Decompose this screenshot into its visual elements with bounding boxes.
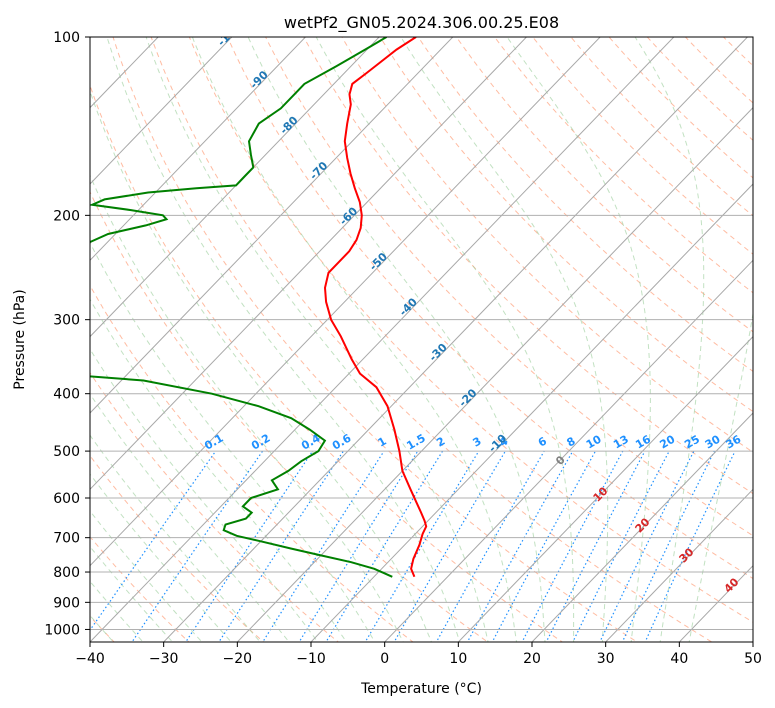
- y-tick-label: 1000: [44, 622, 80, 638]
- isotherm-grid: [90, 37, 753, 642]
- isotherm-line: [383, 259, 753, 642]
- x-tick-label: 0: [380, 651, 389, 667]
- y-axis-title: Pressure (hPa): [12, 289, 28, 389]
- y-tick-label: 200: [53, 208, 80, 224]
- x-tick-label: 20: [523, 651, 541, 667]
- moist-adiabat-line: [247, 37, 546, 642]
- isotherm-line: [90, 37, 601, 567]
- plot-frame: [89, 36, 754, 643]
- x-tick-label: 30: [597, 651, 615, 667]
- moist-adiabat-line: [191, 37, 518, 642]
- y-tick-label: 400: [53, 387, 80, 403]
- y-tick-label: 100: [53, 30, 80, 46]
- y-tick-label: 600: [53, 491, 80, 507]
- moist-adiabat-line: [90, 298, 347, 642]
- moist-adiabat-line: [90, 393, 290, 642]
- moist-adiabat-line: [90, 174, 404, 642]
- temperature-line: [323, 37, 428, 578]
- y-tick-label: 900: [53, 595, 80, 611]
- y-tick-label: 700: [53, 531, 80, 547]
- isotherm-line: [310, 183, 753, 642]
- moist-adiabat-line: [400, 37, 609, 642]
- y-tick-label: 300: [53, 313, 80, 329]
- dry-adiabat-line: [90, 190, 489, 642]
- dry-adiabat-line: [112, 37, 638, 642]
- dry-adiabat-line: [493, 37, 753, 294]
- dry-adiabat-line: [608, 37, 753, 179]
- dry-adiabat-line: [150, 37, 713, 642]
- isotherm-line: [236, 106, 753, 642]
- x-tick-label: 40: [670, 651, 688, 667]
- isotherm-label: -100: [215, 20, 244, 49]
- moist-adiabat-line: [506, 37, 651, 642]
- dry-adiabat-line: [379, 37, 753, 413]
- isotherm-line: [90, 37, 380, 338]
- moist-adiabat-line: [90, 89, 432, 642]
- moist-adiabat-line: [634, 37, 705, 642]
- dry-adiabat-line: [90, 535, 190, 642]
- y-tick-label: 500: [53, 444, 80, 460]
- moist-adiabats: [90, 37, 753, 642]
- dewpoint-line: [90, 37, 393, 578]
- x-axis-title: Temperature (°C): [360, 681, 482, 697]
- chart-title: wetPf2_GN05.2024.306.00.25.E08: [284, 13, 559, 33]
- isotherm-line: [604, 488, 753, 642]
- dry-adiabat-line: [90, 84, 564, 642]
- y-axis: 100 200 300 400 500 600 700 800 900 1000: [44, 30, 90, 638]
- x-tick-label: −10: [296, 651, 326, 667]
- isotherm-line: [90, 37, 675, 642]
- isotherm-line: [531, 412, 753, 642]
- moist-adiabat-line: [145, 37, 489, 642]
- dry-adiabat-line: [188, 37, 753, 623]
- isotherm-line: [90, 37, 454, 414]
- x-tick-label: −40: [75, 651, 105, 667]
- moist-adiabat-line: [90, 434, 261, 642]
- dry-adiabat-line: [90, 371, 340, 642]
- isotherm-line: [90, 37, 233, 185]
- x-axis: −40 −30 −20 −10 0 10 20 30 40 50: [75, 642, 762, 667]
- moist-adiabat-line: [315, 37, 575, 642]
- x-tick-label: −30: [149, 651, 179, 667]
- x-tick-label: −20: [223, 651, 253, 667]
- dry-adiabat-line: [265, 37, 753, 537]
- isotherm-line: [457, 335, 753, 642]
- isotherm-line: [162, 37, 749, 642]
- x-tick-label: 50: [744, 651, 762, 667]
- moist-adiabat-line: [90, 473, 232, 642]
- dry-adiabat-line: [417, 37, 753, 373]
- dry-adiabat-line: [341, 37, 753, 453]
- isotherm-line: [90, 37, 307, 262]
- x-tick-label: 10: [449, 651, 467, 667]
- y-tick-label: 800: [53, 565, 80, 581]
- isotherm-line: [90, 37, 528, 491]
- moist-adiabat-line: [90, 241, 376, 642]
- moist-adiabat-line: [106, 37, 461, 642]
